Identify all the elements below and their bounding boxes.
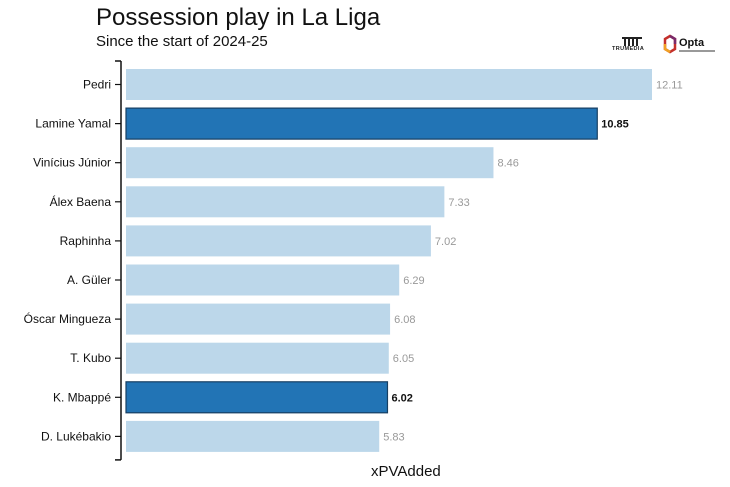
brand-logos: TRUMEDIA Opta xyxy=(612,34,718,56)
value-label-5: 7.02 xyxy=(435,236,456,248)
chart-title: Possession play in La Liga xyxy=(96,4,381,31)
bar-8 xyxy=(126,342,389,374)
category-label-8: T. Kubo xyxy=(70,351,111,365)
category-label-10: D. Lukébakio xyxy=(41,429,111,443)
opta-logo: Opta xyxy=(662,34,718,56)
value-label-10: 5.83 xyxy=(383,431,404,443)
bar-5 xyxy=(126,225,431,257)
bar-9 xyxy=(125,381,389,414)
bar-2 xyxy=(125,107,598,140)
value-label-3: 8.46 xyxy=(497,158,518,170)
category-label-9: K. Mbappé xyxy=(53,390,111,404)
category-label-3: Vinícius Júnior xyxy=(33,156,111,170)
category-label-5: Raphinha xyxy=(60,234,112,248)
trumedia-logo-text: TRUMEDIA xyxy=(612,46,645,52)
opta-logo-icon xyxy=(663,34,677,54)
value-label-6: 6.29 xyxy=(403,275,424,287)
value-label-1: 12.11 xyxy=(656,80,683,92)
value-label-8: 6.05 xyxy=(393,353,414,365)
category-label-2: Lamine Yamal xyxy=(35,117,111,131)
value-label-4: 7.33 xyxy=(448,197,469,209)
trumedia-logo: TRUMEDIA xyxy=(612,34,656,56)
category-label-6: A. Güler xyxy=(67,273,111,287)
opta-logo-tagline-mark xyxy=(679,50,715,52)
bar-4 xyxy=(126,186,445,218)
value-label-2: 10.85 xyxy=(601,119,629,131)
category-label-1: Pedri xyxy=(83,78,111,92)
opta-logo-text: Opta xyxy=(679,37,705,49)
bar-1 xyxy=(126,69,652,100)
bar-6 xyxy=(126,264,400,296)
category-label-7: Óscar Mingueza xyxy=(24,311,112,326)
trumedia-logo-icon xyxy=(622,37,642,46)
x-axis-label: xPVAdded xyxy=(371,463,441,480)
category-label-4: Álex Baena xyxy=(50,194,112,209)
bar-7 xyxy=(126,303,391,335)
bar-10 xyxy=(126,420,380,452)
bar-3 xyxy=(126,147,494,179)
value-label-7: 6.08 xyxy=(394,314,415,326)
chart-subtitle: Since the start of 2024-25 xyxy=(96,33,268,50)
value-label-9: 6.02 xyxy=(391,392,412,404)
